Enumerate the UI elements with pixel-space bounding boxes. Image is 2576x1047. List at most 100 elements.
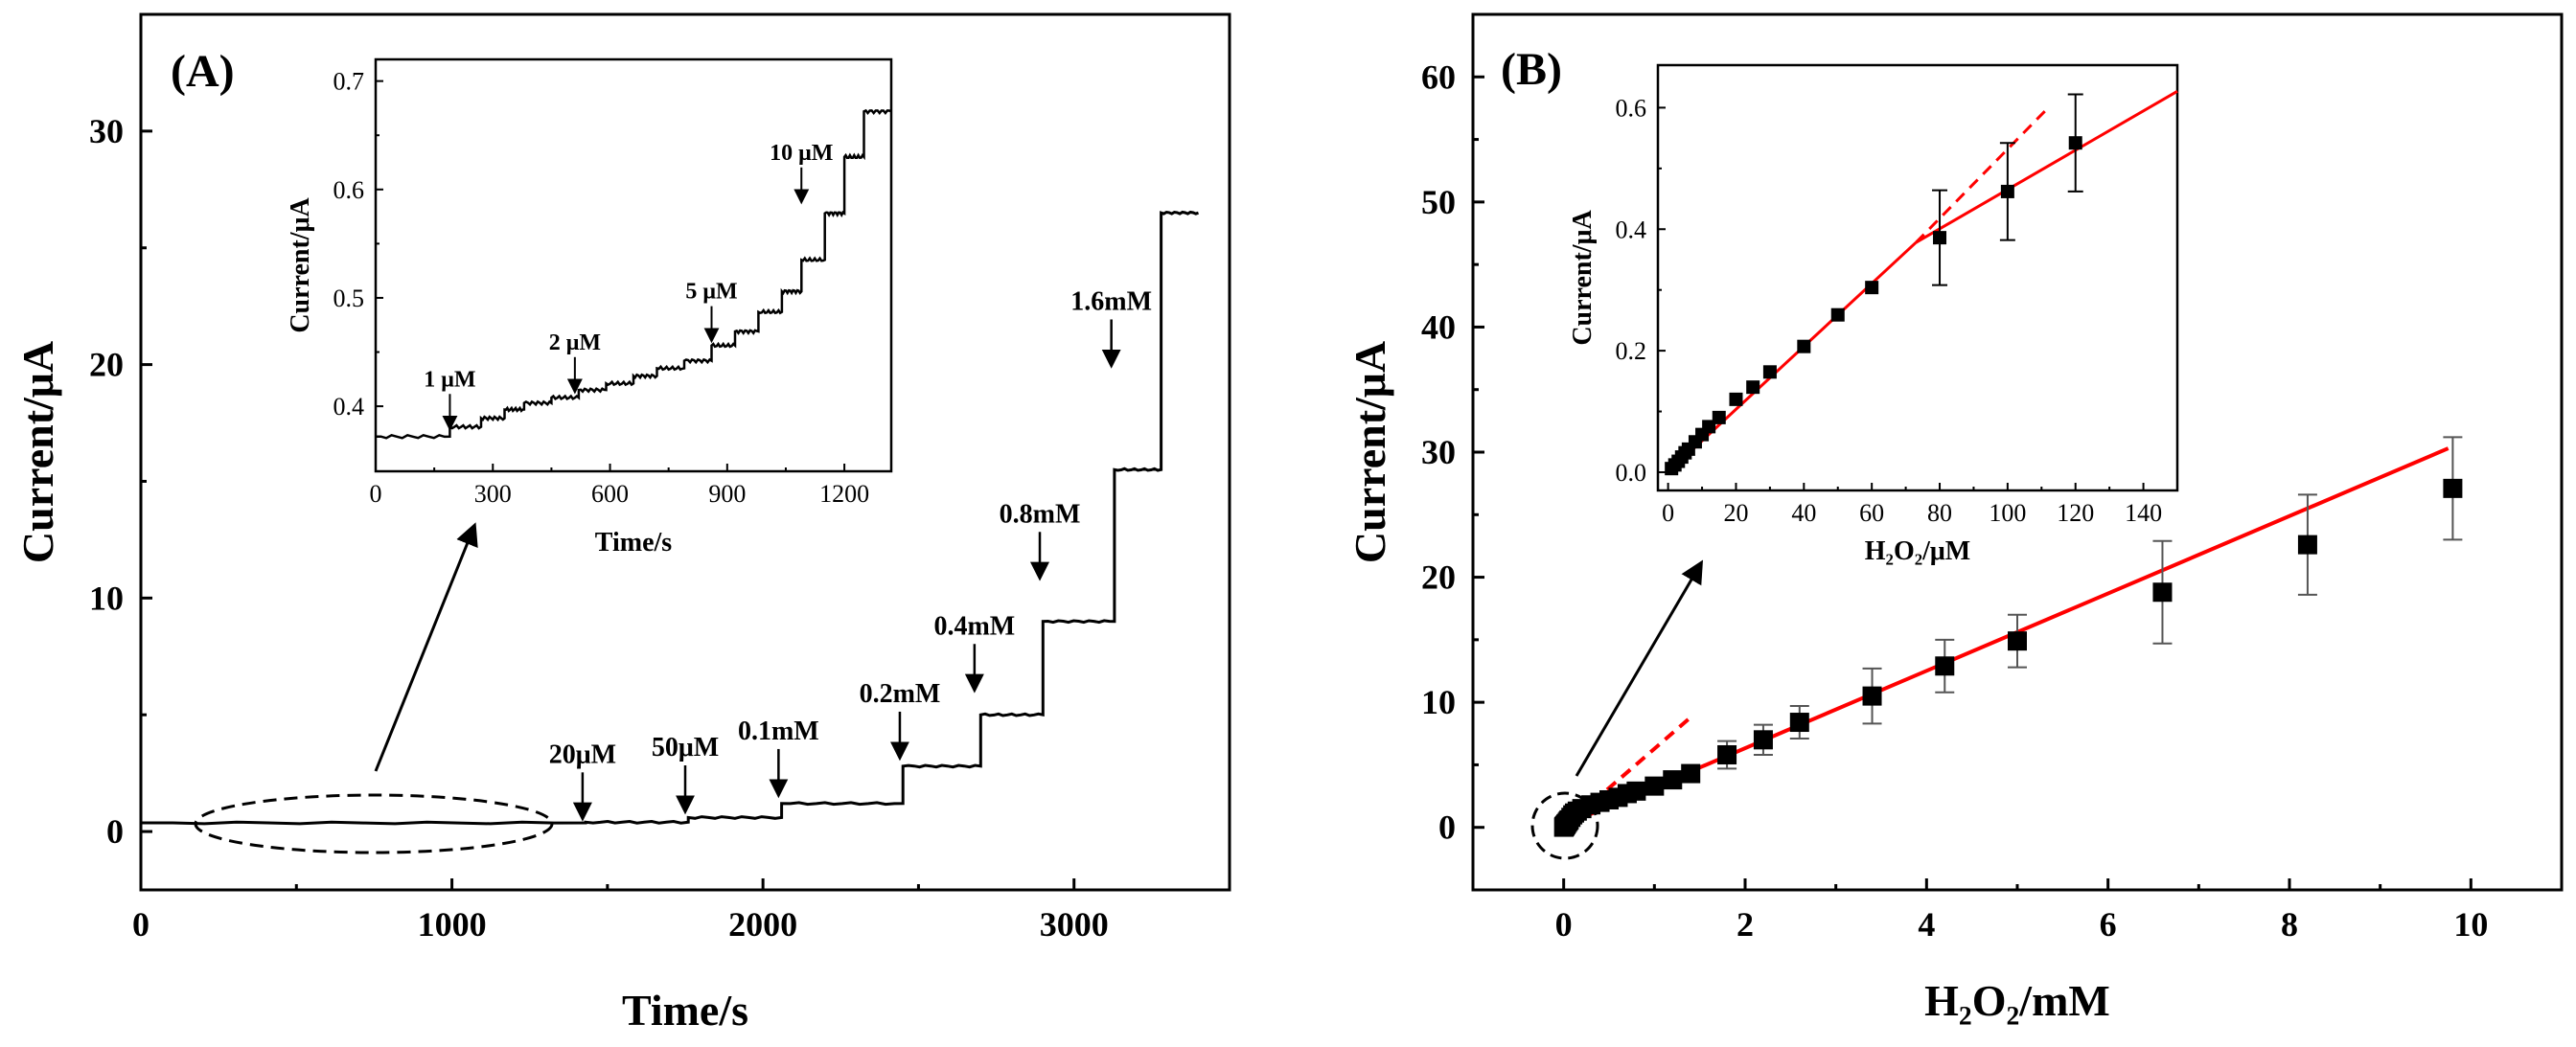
y-tick-label: 0 <box>1438 808 1456 847</box>
x-tick-label: 3000 <box>1040 905 1109 944</box>
panel-b-inset-frame <box>1656 63 2179 492</box>
data-point <box>1702 420 1716 434</box>
concentration-label: 0.2mM <box>860 679 941 709</box>
panel-a-inset-x-axis-title: Time/s <box>595 528 672 558</box>
x-tick-label: 1000 <box>418 905 487 944</box>
panel-a-label: (A) <box>171 46 235 97</box>
data-point <box>1862 686 1882 706</box>
panel-a-inset-y-axis-title: Current/μA <box>286 197 315 333</box>
x-tick-label: 140 <box>2125 499 2162 527</box>
panel-b-data-points <box>1553 478 2463 837</box>
y-tick-label: 0.4 <box>1616 216 1647 243</box>
x-tick-label: 0 <box>1662 499 1674 527</box>
panel-a-frame <box>139 12 1231 892</box>
panel-a-inset: 0 300 600 900 1200 0.4 0.5 0.6 0.7 1 μM 2 μM 5 μM… <box>286 57 893 558</box>
panel-b-inset-x-axis-title: H₂O₂/μM <box>1865 536 1970 566</box>
x-tick-label: 6 <box>2100 905 2117 944</box>
panel-b-label: (B) <box>1501 44 1562 95</box>
concentration-label: 20μM <box>549 740 616 769</box>
x-tick-label: 2000 <box>728 905 797 944</box>
data-point <box>1712 410 1726 424</box>
x-tick-label: 10 <box>2453 905 2488 944</box>
panel-a-inset-frame <box>374 57 893 473</box>
y-tick-label: 60 <box>1421 57 1456 96</box>
y-tick-label: 0.2 <box>1616 337 1647 365</box>
panel-a-inset-y-ticks: 0.4 0.5 0.6 0.7 <box>334 68 383 421</box>
data-point <box>1746 380 1760 395</box>
concentration-label: 1.6mM <box>1070 286 1152 316</box>
data-point <box>2008 631 2027 651</box>
fit-line-dashed <box>1915 106 2050 244</box>
data-point <box>2152 582 2173 603</box>
x-tick-label: 300 <box>474 480 512 508</box>
panel-b-x-ticks: 0 2 4 6 8 10 <box>1555 878 2488 944</box>
y-tick-label: 10 <box>1421 683 1456 721</box>
panel-a-y-ticks: 0 10 20 30 <box>89 112 152 851</box>
panel-a-inset-x-ticks: 0 300 600 900 1200 <box>370 464 869 508</box>
x-tick-label: 4 <box>1918 905 1935 944</box>
panel-a-inset-current-trace <box>375 108 892 440</box>
fit-line <box>1915 89 2178 244</box>
data-point <box>2000 184 2014 198</box>
panel-a-zoom-arrow <box>374 522 478 772</box>
concentration-label: 0.1mM <box>738 717 819 746</box>
y-tick-label: 0 <box>106 812 124 851</box>
x-tick-label: 80 <box>1927 499 1952 527</box>
y-tick-label: 0.6 <box>334 176 365 204</box>
y-tick-label: 50 <box>1421 183 1456 221</box>
panel-a-inset-annotations: 1 μM 2 μM 5 μM 10 μM <box>424 141 833 431</box>
panel-b-inset-data-points <box>1665 136 2082 476</box>
x-tick-label: 1200 <box>819 480 869 508</box>
inset-concentration-label: 2 μM <box>549 330 601 355</box>
panel-b-inset-y-ticks: 0.0 0.2 0.4 0.6 <box>1616 94 1666 487</box>
inset-concentration-label: 10 μM <box>770 141 833 166</box>
data-point <box>1717 744 1737 764</box>
data-point <box>1644 776 1665 796</box>
panel-a-x-axis-title: Time/s <box>622 986 748 1035</box>
y-tick-label: 0.0 <box>1616 459 1647 487</box>
data-point <box>1626 781 1646 801</box>
data-point <box>1933 231 1947 245</box>
panel-a-x-ticks: 0 1000 2000 3000 <box>132 878 1109 944</box>
y-tick-label: 20 <box>89 346 124 384</box>
y-tick-label: 0.5 <box>334 285 365 312</box>
x-tick-label: 2 <box>1736 905 1754 944</box>
panel-b-zoom-arrow <box>1575 559 1704 777</box>
data-point <box>2297 535 2317 555</box>
data-point <box>1797 339 1811 353</box>
inset-concentration-label: 1 μM <box>424 367 475 392</box>
x-tick-label: 0 <box>132 905 150 944</box>
panel-a-current-trace <box>141 210 1199 826</box>
x-tick-label: 60 <box>1859 499 1884 527</box>
x-tick-label: 20 <box>1723 499 1748 527</box>
x-tick-label: 40 <box>1791 499 1816 527</box>
data-point <box>1762 365 1777 379</box>
panel-a-annotations: 20μM 50μM 0.1mM 0.2mM 0.4mM 0.8mM 1.6mM <box>549 286 1152 822</box>
panel-b-inset-x-ticks: 0 20 40 60 80 100 120 140 <box>1662 483 2162 527</box>
data-point <box>1681 763 1701 784</box>
panel-b-x-axis-title: H₂O₂/mM <box>1924 976 2110 1025</box>
y-tick-label: 30 <box>89 112 124 150</box>
panel-a-y-axis-title: Current/μA <box>13 341 62 563</box>
panel-a-highlight-ellipse <box>194 793 554 854</box>
concentration-label: 0.4mM <box>933 611 1015 641</box>
y-tick-label: 0.7 <box>334 68 365 96</box>
y-tick-label: 0.6 <box>1616 94 1647 122</box>
inset-concentration-label: 5 μM <box>685 280 737 305</box>
y-tick-label: 40 <box>1421 307 1456 346</box>
panel-b-y-axis-title: Current/μA <box>1346 341 1394 563</box>
x-tick-label: 100 <box>1989 499 2026 527</box>
x-tick-label: 0 <box>370 480 382 508</box>
data-point <box>1789 713 1809 733</box>
data-point <box>1935 656 1955 676</box>
data-point <box>2443 478 2463 498</box>
y-tick-label: 10 <box>89 579 124 617</box>
panel-b-highlight-circle <box>1530 791 1599 860</box>
panel-b: (B) 0 2 4 6 8 10 0 10 20 30 40 50 60 H₂O₂/mM Curren… <box>1346 12 2564 1025</box>
data-point <box>1663 770 1683 790</box>
data-point <box>1753 730 1773 750</box>
x-tick-label: 8 <box>2281 905 2298 944</box>
panel-b-inset-y-axis-title: Current/μA <box>1568 210 1598 346</box>
